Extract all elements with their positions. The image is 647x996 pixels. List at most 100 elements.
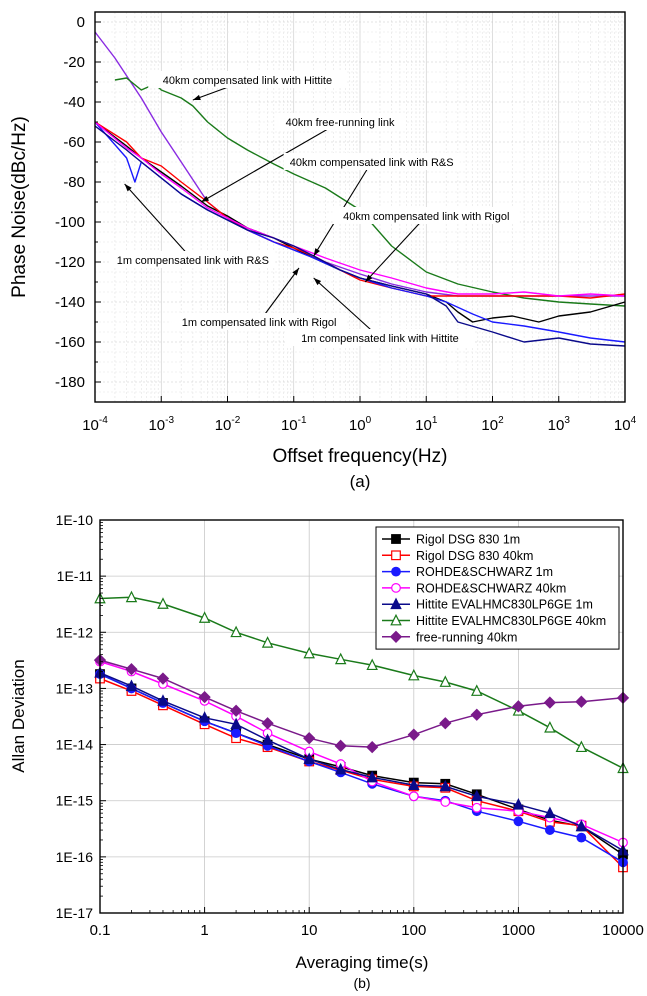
annotation-label: 1m compensated link with Rigol bbox=[182, 317, 337, 329]
y-tick-label: 1E-10 bbox=[56, 512, 94, 528]
x-tick-label: 100 bbox=[401, 922, 426, 939]
annotation-arrow bbox=[313, 277, 381, 339]
y-tick-label: -140 bbox=[55, 294, 85, 311]
legend-label: ROHDE&SCHWARZ 1m bbox=[416, 565, 553, 579]
annotation-label: 40km compensated link with Hittite bbox=[163, 75, 332, 87]
y-tick-label: 1E-11 bbox=[57, 568, 94, 584]
data-point bbox=[408, 778, 420, 790]
data-point bbox=[390, 597, 402, 610]
data-point bbox=[408, 668, 420, 681]
data-point bbox=[391, 550, 401, 561]
data-point bbox=[261, 733, 274, 746]
legend-label: Rigol DSG 830 1m bbox=[416, 533, 520, 547]
phase-noise-x-ticks: 10-4 10-3 10-2 10-1 100 101 102 103 104 bbox=[82, 396, 637, 434]
annotation-arrow bbox=[364, 215, 427, 283]
data-point bbox=[261, 636, 274, 648]
y-tick-label: -60 bbox=[63, 134, 85, 151]
data-point bbox=[229, 704, 243, 717]
annotation-arrowhead bbox=[201, 195, 210, 202]
data-point bbox=[391, 566, 401, 577]
legend-box bbox=[375, 526, 620, 650]
phase-noise-y-axis-label: Phase Noise(dBc/Hz) bbox=[9, 116, 30, 298]
y-tick-label: 0 bbox=[77, 14, 85, 31]
y-tick-label: -40 bbox=[63, 94, 85, 111]
legend-entry: free-running 40km bbox=[382, 630, 517, 644]
y-tick-label: -180 bbox=[55, 374, 85, 391]
data-point bbox=[575, 695, 588, 708]
series-line bbox=[99, 677, 624, 868]
data-point bbox=[391, 583, 401, 593]
x-tick-label: 102 bbox=[481, 415, 504, 434]
legend-label: ROHDE&SCHWARZ 40km bbox=[416, 581, 566, 595]
x-tick-label: 104 bbox=[614, 415, 637, 434]
x-tick-label: 101 bbox=[415, 415, 438, 434]
annotation-box bbox=[148, 71, 347, 88]
data-point bbox=[366, 740, 379, 754]
phase-noise-chart: 40km compensated link with Hittite 40km f… bbox=[9, 11, 637, 491]
series-line bbox=[99, 672, 624, 852]
annotation-box bbox=[274, 113, 406, 130]
data-point bbox=[303, 646, 315, 659]
data-point bbox=[575, 819, 588, 832]
series-6 bbox=[93, 653, 630, 754]
annotation-box bbox=[171, 313, 348, 330]
data-point bbox=[471, 802, 482, 813]
data-point bbox=[334, 652, 347, 665]
panel-label-b: (b) bbox=[353, 975, 370, 991]
allan-legend: Rigol DSG 830 1m Rigol DSG 830 40km ROHDE&… bbox=[375, 526, 620, 650]
y-tick-label: 1E-12 bbox=[56, 624, 94, 640]
data-point bbox=[366, 658, 378, 671]
data-point bbox=[408, 791, 419, 802]
data-point bbox=[198, 611, 211, 623]
data-point bbox=[125, 590, 138, 603]
series-line bbox=[99, 659, 624, 748]
x-tick-label: 100 bbox=[349, 415, 372, 434]
data-point bbox=[231, 728, 241, 739]
annotation-arrowhead bbox=[365, 274, 373, 282]
annotation-arrowhead bbox=[292, 268, 299, 276]
legend-entry: Rigol DSG 830 1m bbox=[382, 533, 520, 547]
legend-entry: ROHDE&SCHWARZ 1m bbox=[382, 565, 553, 579]
y-tick-label: -160 bbox=[55, 334, 85, 351]
legend-label: free-running 40km bbox=[416, 630, 517, 644]
allan-y-ticks: 1E-10 1E-11 1E-12 1E-13 1E-14 1E-15 1E-16 1E-17 bbox=[56, 512, 106, 921]
y-tick-label: 1E-17 bbox=[56, 905, 94, 921]
x-tick-label: 103 bbox=[548, 415, 571, 434]
annotation-label: 1m compensated link with Hittite bbox=[301, 333, 459, 345]
data-point bbox=[513, 816, 524, 827]
phase-noise-x-axis-label: Offset frequency(Hz) bbox=[273, 446, 448, 467]
data-point bbox=[470, 708, 483, 721]
y-tick-label: -20 bbox=[63, 54, 85, 71]
y-tick-label: 1E-14 bbox=[56, 737, 94, 753]
legend-entry: Rigol DSG 830 40km bbox=[382, 549, 533, 563]
allan-plot-frame bbox=[99, 519, 624, 914]
x-tick-label: 10-3 bbox=[148, 415, 174, 434]
y-tick-label: -80 bbox=[63, 174, 85, 191]
allan-y-axis-label: Allan Deviation bbox=[9, 659, 28, 772]
data-point bbox=[303, 732, 316, 745]
y-tick-label: 1E-13 bbox=[56, 680, 94, 696]
annotation-arrowhead bbox=[313, 278, 322, 286]
allan-deviation-chart: 1E-10 1E-11 1E-12 1E-13 1E-14 1E-15 1E-16 1E-17… bbox=[9, 512, 644, 991]
annotation-arrowhead bbox=[313, 248, 320, 256]
legend-label: Rigol DSG 830 40km bbox=[416, 549, 533, 563]
data-point bbox=[544, 825, 555, 835]
data-point bbox=[261, 717, 274, 730]
data-point bbox=[512, 700, 525, 713]
x-tick-label: 10-2 bbox=[215, 415, 241, 434]
data-point bbox=[576, 832, 587, 843]
data-point bbox=[157, 597, 169, 609]
data-point bbox=[230, 717, 242, 730]
panel-label-a: (a) bbox=[350, 472, 371, 491]
phase-noise-y-ticks: 0 -20 -40 -60 -80 -100 -120 -140 -160 -180 bbox=[55, 14, 101, 403]
allan-x-axis-label: Averaging time(s) bbox=[296, 953, 429, 972]
data-point bbox=[157, 694, 169, 706]
data-point bbox=[389, 630, 403, 643]
x-tick-label: 10-4 bbox=[82, 415, 108, 434]
allan-x-ticks: 0.1 1 10 100 1000 10000 bbox=[90, 907, 644, 939]
series-line bbox=[99, 596, 624, 769]
x-tick-label: 1 bbox=[200, 922, 208, 939]
annotation-label: 40km free-running link bbox=[286, 117, 395, 129]
data-point bbox=[303, 752, 315, 765]
data-point bbox=[439, 779, 452, 792]
